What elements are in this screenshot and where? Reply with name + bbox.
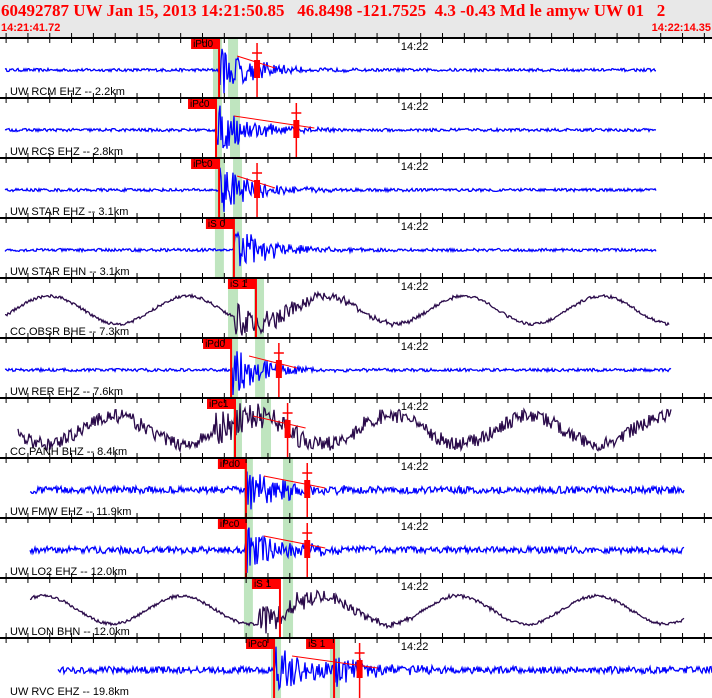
trace-panel[interactable]: iPd0 14:22 UW RER EHZ -- 7.6km — [0, 333, 712, 398]
pick-label: iPc0 — [248, 639, 268, 650]
station-label: UW LON BHN -- 12.0km — [10, 626, 130, 638]
event-title: 60492787 UW Jan 15, 2013 14:21:50.85 46.… — [1, 1, 666, 20]
coda-fit-line — [263, 535, 326, 549]
time-tick-label: 14:22 — [401, 161, 429, 173]
coda-box — [254, 180, 261, 198]
pick-label-box — [227, 277, 256, 289]
waveform — [4, 48, 657, 94]
pick-label: iS 0 — [208, 219, 226, 230]
station-label: UW RVC EHZ -- 19.8km — [10, 686, 129, 698]
pick-label: iS 1 — [254, 579, 272, 590]
pick-label: iPc0 — [220, 519, 240, 530]
waveform — [57, 646, 712, 692]
waveform — [4, 167, 657, 212]
station-label: UW STAR EHZ -- 3.1km — [10, 206, 128, 218]
phase-window — [255, 338, 265, 398]
waveform — [4, 105, 657, 149]
time-tick-label: 14:22 — [401, 401, 429, 413]
station-label: UW LO2 EHZ -- 12.0km — [10, 566, 127, 578]
trace-panel[interactable]: iPc1 14:22 CC PANH BHZ -- 8.4km — [0, 393, 712, 458]
station-label: UW RCS EHZ -- 2.8km — [10, 146, 123, 158]
pick-label: iPd0 — [205, 339, 225, 350]
coda-fit-line — [248, 355, 297, 369]
trace-panel[interactable]: iPc0 iS 1 14:22 UW RVC EHZ -- 19.8km — [0, 633, 712, 698]
time-tick-label: 14:22 — [401, 281, 429, 293]
pick-label: iPc0 — [193, 159, 213, 170]
phase-window — [214, 218, 224, 278]
phase-window — [243, 518, 253, 578]
time-tick-label: 14:22 — [401, 521, 429, 533]
station-label: UW STAR EHN -- 3.1km — [10, 266, 130, 278]
phase-window — [228, 278, 239, 338]
pick-label: iPd0 — [220, 459, 240, 470]
pick-label-box — [217, 517, 246, 529]
phase-window — [283, 578, 294, 638]
station-label: UW FMW EHZ -- 11.9km — [10, 506, 131, 518]
coda-box — [304, 480, 311, 498]
pick-label: iPc1 — [209, 399, 229, 410]
pick-label-box — [306, 637, 335, 649]
pick-label-box — [205, 217, 234, 229]
waveform — [4, 351, 672, 396]
waveform — [29, 589, 685, 634]
phase-window — [212, 38, 222, 98]
time-tick-label: 14:22 — [401, 101, 429, 113]
time-tick-label: 14:22 — [401, 581, 429, 593]
coda-box — [304, 540, 311, 558]
pick-label-box — [207, 397, 236, 409]
trace-panel[interactable]: iS 1 14:22 UW LON BHN -- 12.0km — [0, 573, 712, 638]
pick-label-box — [217, 457, 246, 469]
station-label: CC OBSR BHE -- 7.3km — [10, 326, 129, 338]
start-time: 14:21:41.72 — [1, 22, 61, 34]
phase-window — [253, 278, 265, 338]
time-tick-label: 14:22 — [401, 221, 429, 233]
time-tick-label: 14:22 — [401, 641, 429, 653]
trace-panel[interactable]: iPd0 14:22 UW FMW EHZ -- 11.9km — [0, 453, 712, 518]
trace-panel[interactable]: iPd0 14:22 UW RCM EHZ -- 2.2km — [0, 33, 712, 98]
trace-panel[interactable]: iPc0 14:22 UW LO2 EHZ -- 12.0km — [0, 513, 712, 578]
waveform — [29, 471, 685, 510]
pick-label-box — [191, 37, 220, 49]
pick-label-box — [246, 637, 275, 649]
coda-box — [293, 120, 300, 138]
phase-window — [243, 578, 253, 638]
trace-panel[interactable]: iPc0 14:22 UW STAR EHZ -- 3.1km — [0, 153, 712, 218]
waveform — [4, 230, 657, 267]
phase-window — [231, 218, 242, 278]
pick-label: iS 1 — [230, 279, 248, 290]
pick-label: iS 1 — [308, 639, 326, 650]
station-label: CC PANH BHZ -- 8.4km — [10, 446, 127, 458]
phase-window — [228, 38, 239, 98]
waveform — [4, 290, 670, 336]
trace-panel[interactable]: iPc0 14:22 UW RCS EHZ -- 2.8km — [0, 93, 712, 158]
station-label: UW RCM EHZ -- 2.2km — [10, 86, 125, 98]
coda-fit-line — [263, 475, 326, 489]
phase-window — [283, 518, 294, 578]
coda-box — [254, 60, 261, 78]
end-time: 14:22:14.35 — [651, 22, 711, 34]
waveform — [29, 527, 685, 573]
pick-label: iPd0 — [193, 39, 213, 50]
trace-panel[interactable]: iS 0 14:22 UW STAR EHN -- 3.1km — [0, 213, 712, 278]
header-bar: 60492787 UW Jan 15, 2013 14:21:50.85 46.… — [0, 0, 712, 37]
coda-fit-line — [233, 115, 315, 129]
waveform — [17, 403, 672, 453]
pick-label-box — [251, 577, 280, 589]
coda-box — [275, 360, 282, 378]
time-tick-label: 14:22 — [401, 461, 429, 473]
trace-panel[interactable]: iS 1 14:22 CC OBSR BHE -- 7.3km — [0, 273, 712, 338]
coda-fit-line — [252, 415, 306, 429]
coda-fit-line — [291, 655, 378, 669]
time-tick-label: 14:22 — [401, 341, 429, 353]
station-label: UW RER EHZ -- 7.6km — [10, 386, 123, 398]
coda-box — [356, 660, 363, 678]
pick-label: iPc0 — [190, 99, 210, 110]
pick-label-box — [191, 157, 220, 169]
phase-window — [260, 398, 272, 458]
coda-box — [284, 420, 291, 438]
time-tick-label: 14:22 — [401, 41, 429, 53]
